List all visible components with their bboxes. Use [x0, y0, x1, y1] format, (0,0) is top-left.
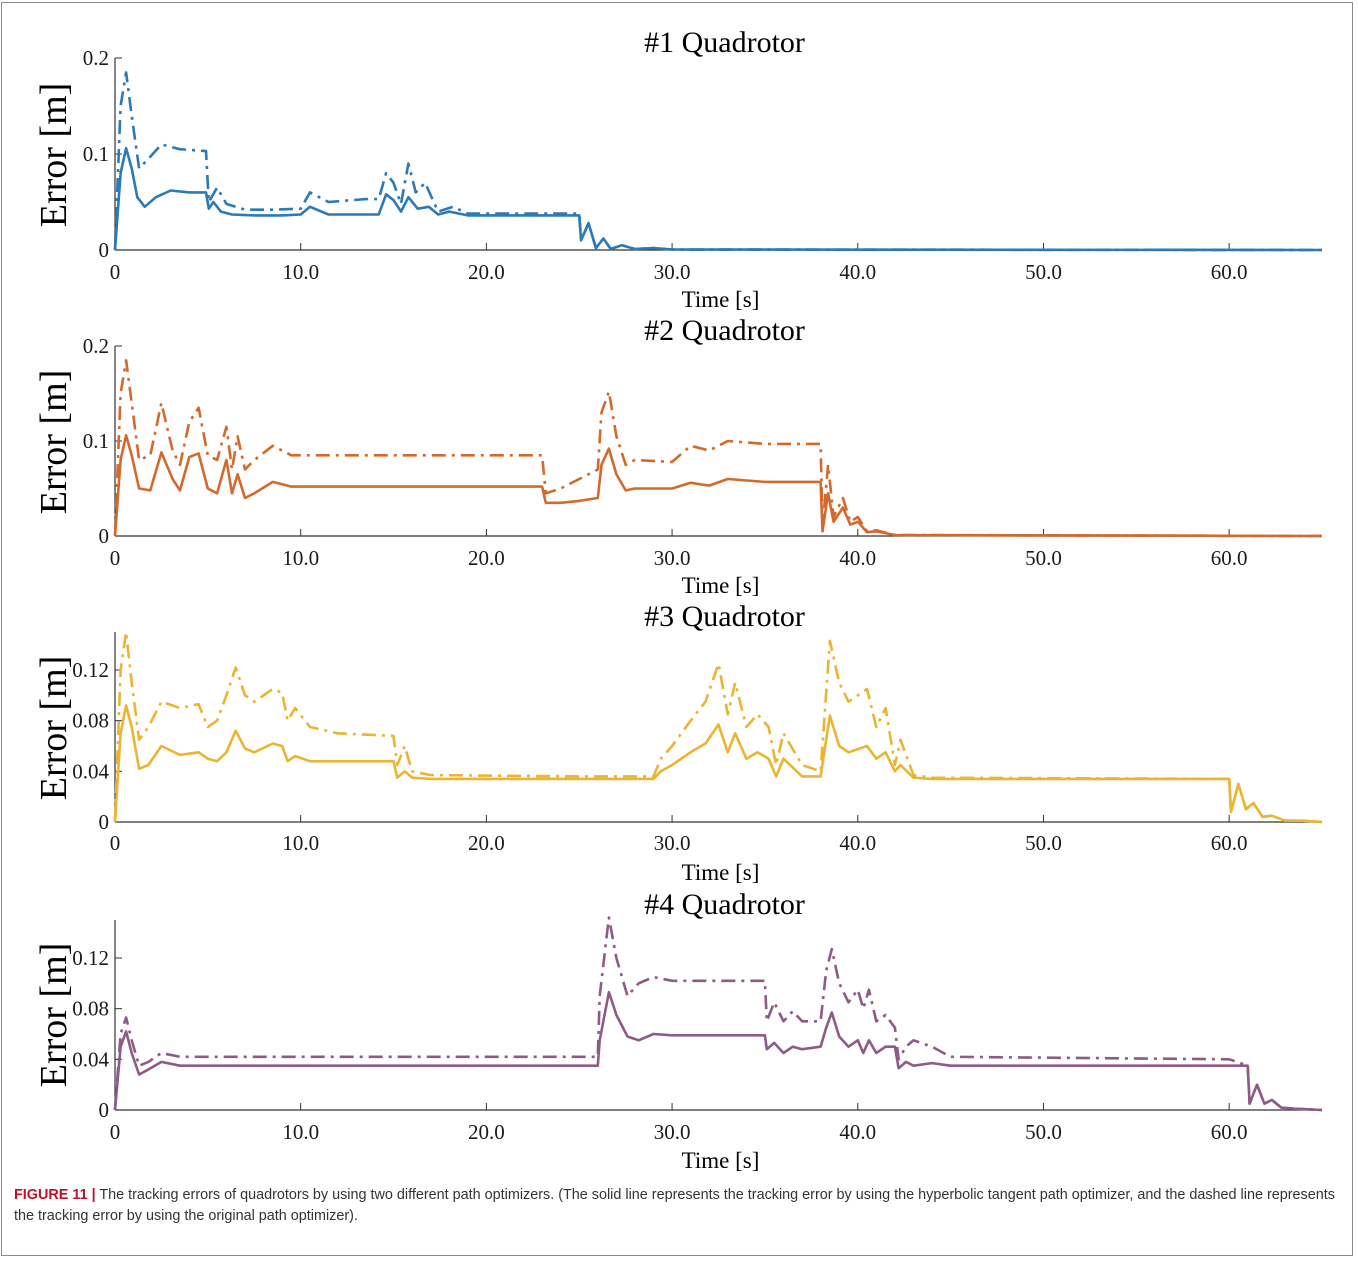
x-tick-label: 60.0 — [1211, 1120, 1248, 1144]
y-axis-label: Error [m] — [33, 656, 75, 801]
chart-title: #3 Quadrotor — [644, 600, 805, 633]
x-axis-label: Time [s] — [682, 287, 760, 312]
y-axis-label: Error [m] — [33, 943, 75, 1088]
chart-panel-4: #4 Quadrotor 0 10.0 20.0 30.0 40.0 50.0 60.0 0 0.… — [33, 888, 1323, 1173]
y-axis-label: Error [m] — [33, 83, 75, 228]
x-axis-label: Time [s] — [682, 860, 760, 885]
y-tick-label: 0.2 — [83, 334, 109, 358]
y-axis-label: Error [m] — [33, 370, 75, 515]
y-tick-label: 0 — [99, 810, 110, 834]
x-tick-label: 30.0 — [654, 546, 691, 570]
y-tick-label: 0.2 — [83, 46, 109, 70]
x-tick-label: 10.0 — [282, 1120, 319, 1144]
x-tick-label: 20.0 — [468, 831, 505, 855]
series-solid-line — [113, 704, 1323, 824]
x-tick-label: 0 — [110, 1120, 121, 1144]
chart-panel-1: #1 Quadrotor 0 10.0 20.0 30.0 40.0 50.0 60.0 0 0.… — [33, 26, 1323, 312]
x-tick-label: 30.0 — [654, 831, 691, 855]
x-tick-label: 0 — [110, 260, 121, 284]
series-dashed-line — [113, 71, 1323, 252]
figure-caption: FIGURE 11 | The tracking errors of quadr… — [14, 1185, 1339, 1227]
y-tick-label: 0.1 — [83, 142, 109, 166]
x-tick-label: 10.0 — [282, 831, 319, 855]
x-tick-label: 60.0 — [1211, 546, 1248, 570]
series-solid-line — [113, 146, 1323, 252]
y-tick-label: 0.08 — [72, 709, 109, 733]
x-tick-label: 30.0 — [654, 1120, 691, 1144]
series-solid-line — [113, 990, 1323, 1112]
chart-title: #4 Quadrotor — [644, 888, 805, 921]
y-tick-label: 0 — [99, 524, 110, 548]
chart-panel-3: #3 Quadrotor 0 10.0 20.0 30.0 40.0 50.0 60.0 0 0.… — [33, 600, 1323, 885]
x-tick-label: 60.0 — [1211, 260, 1248, 284]
x-tick-label: 40.0 — [839, 260, 876, 284]
series-dashed-line — [113, 358, 1323, 538]
x-tick-label: 10.0 — [282, 546, 319, 570]
y-tick-label: 0.04 — [72, 1047, 109, 1071]
y-tick-label: 0.04 — [72, 759, 109, 783]
x-tick-label: 50.0 — [1025, 1120, 1062, 1144]
x-tick-label: 20.0 — [468, 546, 505, 570]
x-tick-label: 0 — [110, 831, 121, 855]
x-axis-label: Time [s] — [682, 1148, 760, 1173]
chart-title: #2 Quadrotor — [644, 314, 805, 347]
y-tick-label: 0.12 — [72, 658, 109, 682]
x-tick-label: 30.0 — [654, 260, 691, 284]
x-tick-label: 20.0 — [468, 1120, 505, 1144]
x-tick-label: 20.0 — [468, 260, 505, 284]
caption-text: The tracking errors of quadrotors by usi… — [14, 1187, 1335, 1224]
y-tick-label: 0.08 — [72, 997, 109, 1021]
y-tick-label: 0 — [99, 238, 110, 262]
x-tick-label: 50.0 — [1025, 831, 1062, 855]
y-tick-label: 0.12 — [72, 946, 109, 970]
x-tick-label: 40.0 — [839, 546, 876, 570]
series-dashed-line — [113, 916, 1323, 1112]
x-tick-label: 40.0 — [839, 831, 876, 855]
x-tick-label: 10.0 — [282, 260, 319, 284]
x-tick-label: 0 — [110, 546, 121, 570]
x-axis-label: Time [s] — [682, 573, 760, 598]
y-tick-label: 0.1 — [83, 429, 109, 453]
x-tick-label: 60.0 — [1211, 831, 1248, 855]
x-tick-label: 50.0 — [1025, 546, 1062, 570]
caption-label: FIGURE 11 | — [14, 1187, 96, 1203]
chart-panel-2: #2 Quadrotor 0 10.0 20.0 30.0 40.0 50.0 60.0 0 0.… — [33, 314, 1323, 598]
chart-title: #1 Quadrotor — [644, 26, 805, 59]
x-tick-label: 50.0 — [1025, 260, 1062, 284]
y-tick-label: 0 — [99, 1098, 110, 1122]
figure-canvas: #1 Quadrotor 0 10.0 20.0 30.0 40.0 50.0 60.0 0 0.… — [33, 26, 1323, 1173]
x-tick-label: 40.0 — [839, 1120, 876, 1144]
series-solid-line — [113, 433, 1323, 538]
